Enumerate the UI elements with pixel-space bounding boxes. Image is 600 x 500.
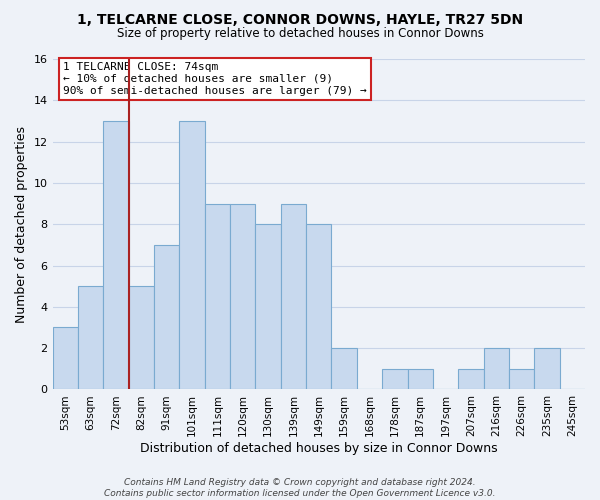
X-axis label: Distribution of detached houses by size in Connor Downs: Distribution of detached houses by size … (140, 442, 497, 455)
Bar (256, 224, 281, 390)
Bar (205, 204, 230, 390)
Bar (407, 369, 433, 390)
Text: Size of property relative to detached houses in Connor Downs: Size of property relative to detached ho… (116, 28, 484, 40)
Text: 1, TELCARNE CLOSE, CONNOR DOWNS, HAYLE, TR27 5DN: 1, TELCARNE CLOSE, CONNOR DOWNS, HAYLE, … (77, 12, 523, 26)
Bar (382, 369, 407, 390)
Bar (53, 328, 78, 390)
Bar (281, 204, 306, 390)
Bar (179, 121, 205, 390)
Bar (484, 348, 509, 390)
Text: Contains HM Land Registry data © Crown copyright and database right 2024.
Contai: Contains HM Land Registry data © Crown c… (104, 478, 496, 498)
Bar (78, 286, 103, 390)
Bar (306, 224, 331, 390)
Bar (331, 348, 357, 390)
Bar (458, 369, 484, 390)
Bar (128, 286, 154, 390)
Bar (534, 348, 560, 390)
Bar (509, 369, 534, 390)
Bar (154, 245, 179, 390)
Y-axis label: Number of detached properties: Number of detached properties (15, 126, 28, 322)
Bar (103, 121, 128, 390)
Bar (230, 204, 256, 390)
Text: 1 TELCARNE CLOSE: 74sqm
← 10% of detached houses are smaller (9)
90% of semi-det: 1 TELCARNE CLOSE: 74sqm ← 10% of detache… (63, 62, 367, 96)
